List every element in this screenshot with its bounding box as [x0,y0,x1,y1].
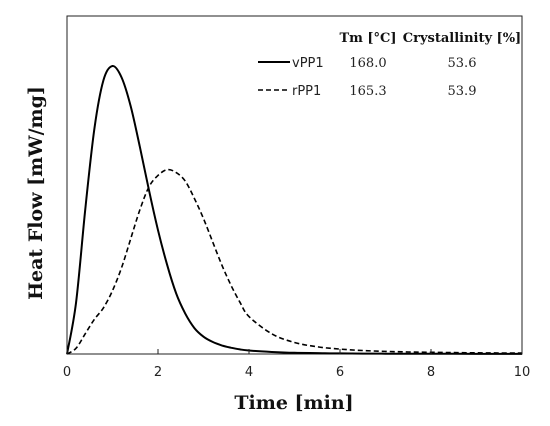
x-tick-label: 6 [336,365,344,380]
series-line-rPP1 [66,168,523,355]
y-axis-title: Heat Flow [mW/mg] [25,86,47,300]
legend-tm-vPP1: 168.0 [349,56,386,71]
legend-header-crystallinity: Crystallinity [%] [403,31,521,46]
x-axis-title: Time [min] [234,392,353,414]
x-tick-label: 0 [63,365,71,380]
x-tick-label: 8 [427,365,435,380]
x-axis-ticks: 0 2 4 6 8 10 [63,349,530,380]
legend-header-tm: Tm [°C] [339,31,396,46]
x-tick-label: 2 [154,365,162,380]
plot-frame [66,15,523,355]
legend-crystallinity-vPP1: 53.6 [448,56,477,71]
legend-label-vPP1: vPP1 [292,56,324,71]
legend-label-rPP1: rPP1 [292,84,321,99]
legend: Tm [°C] Crystallinity [%] vPP1 168.0 53.… [258,31,521,99]
legend-tm-rPP1: 165.3 [349,84,386,99]
series-line-vPP1 [66,65,522,355]
x-tick-label: 10 [514,365,531,380]
x-tick-label: 4 [245,365,253,380]
legend-crystallinity-rPP1: 53.9 [448,84,477,99]
